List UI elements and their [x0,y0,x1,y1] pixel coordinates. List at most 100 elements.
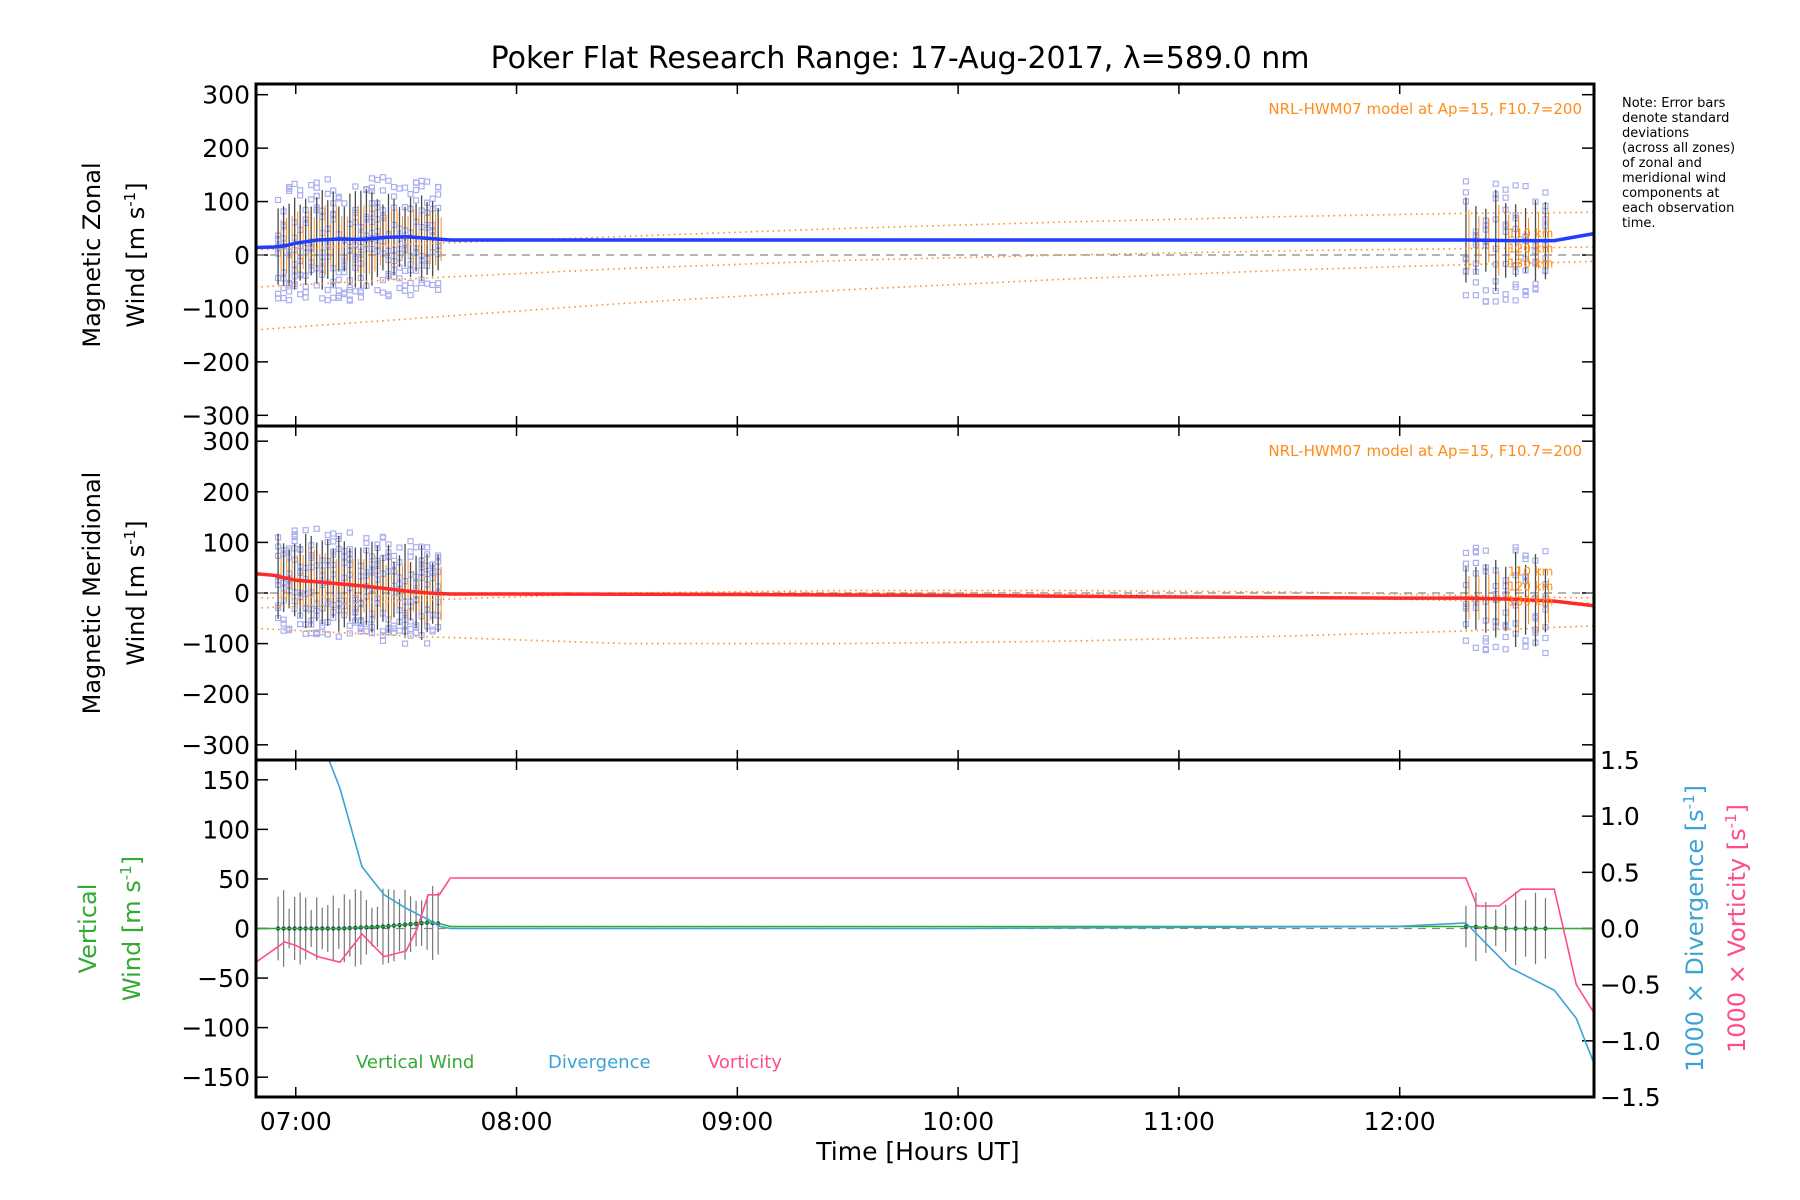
measurement-point [280,294,287,302]
measurement-point [1502,296,1509,303]
y-tick-label: 200 [202,478,250,507]
measurement-point [407,538,414,545]
measurement-point [385,292,392,300]
y-axis-unit: Wind [m s-1] [121,520,150,665]
altitude-label: 130 km [1508,257,1553,271]
measurement-point [1502,186,1509,193]
measurement-point [313,184,320,191]
model-curve-model-110 [255,246,1595,288]
altitude-label: 120 km [1508,242,1553,256]
measurement-point [319,295,326,302]
measurement-point [324,286,331,294]
note-line: meridional wind [1622,171,1727,186]
measurement-point [1512,283,1519,291]
measurement-point [1462,549,1470,557]
measurement-point [302,289,309,296]
y2-tick-label: 0.0 [1600,915,1640,944]
measurement-point [407,553,414,560]
measurement-point [379,174,387,181]
measurement-point [1522,643,1529,650]
y-axis-unit: Wind [m s-1] [121,182,150,327]
measurement-point [435,280,442,287]
x-tick-label: 09:00 [701,1107,773,1136]
measurement-point [1482,547,1489,554]
note-line: time. [1622,216,1656,231]
measurement-point [1472,544,1479,551]
y-tick-label: −100 [181,630,250,659]
measurement-point [1502,646,1509,653]
measurement-point [412,629,420,636]
panel-zonal: −300 −200 −100 0 100 200 300 Magnetic Zonal Wind… [78,81,1596,430]
measurement-point [379,289,387,296]
measurement-point [297,192,304,199]
measurement-point [396,284,403,292]
y-tick-label: 150 [202,766,250,795]
chart-title: Poker Flat Research Range: 17-Aug-2017, … [491,41,1310,76]
measurement-point [346,630,353,637]
measurement-point [286,297,293,304]
measurement-point [352,183,359,190]
measurement-point [291,180,298,187]
measurement-point [379,632,387,639]
measurement-point [374,287,381,294]
measurement-point [1512,297,1519,304]
measurement-point [1462,292,1470,299]
measurement-point [324,176,331,183]
measurement-point [418,279,425,287]
note-line: of zonal and [1622,156,1702,171]
x-tick-label: 11:00 [1143,1107,1215,1136]
y-axis-unit: Wind [m s-1] [117,856,146,1001]
measurement-point [286,627,293,634]
note-line: deviations [1622,126,1690,141]
measurement-point [280,620,287,627]
measurement-point [357,294,364,301]
y-tick-label: −100 [181,294,250,323]
measurement-point [429,195,436,202]
measurement-point [374,176,381,184]
measurement-point [291,527,298,534]
measurement-point [335,633,342,640]
measurement-point [412,186,420,194]
measurement-point [1522,637,1529,644]
measurement-point [346,622,353,629]
measurement-point [1462,178,1470,185]
x-axis-title: Time [Hours UT] [815,1137,1019,1166]
x-tick-label: 12:00 [1364,1107,1436,1136]
measurement-point [1502,194,1509,201]
measurement-point [313,525,320,532]
measurement-point [330,530,337,537]
measurement-point [412,285,420,292]
measurement-point [1472,559,1479,566]
model-label: NRL-HWM07 model at Ap=15, F10.7=200 [1268,442,1582,460]
measurement-point [407,548,414,555]
measurement-point [330,294,337,301]
legend-entry: Divergence [548,1052,651,1073]
x-tick-label: 10:00 [922,1107,994,1136]
measurement-point [1472,644,1479,651]
measurement-point [1542,548,1549,555]
measurement-point [335,294,342,301]
measurement-point [1502,633,1509,641]
series-line-vorticity [255,877,1595,1014]
zonal-wind-line [255,231,1595,250]
measurement-point [308,181,315,189]
measurement-point [1462,637,1470,644]
model-curve-model-130 [255,211,1595,251]
series-line-divergence [328,759,1595,1064]
measurement-point [1522,552,1529,559]
measurement-point [1482,645,1489,653]
measurement-point [385,291,392,298]
y-tick-label: 100 [202,815,250,844]
series-line-vertical-wind [256,921,1594,930]
measurement-point [1512,182,1519,189]
measurement-point [435,191,442,198]
measurement-point [1542,649,1549,657]
measurement-point [346,529,353,536]
y2-tick-label: 1.0 [1600,802,1640,831]
measurement-point [401,282,409,289]
measurement-point [1522,183,1529,190]
measurement-point [335,276,342,283]
model-curve-model-120 [255,589,1595,609]
model-label: NRL-HWM07 model at Ap=15, F10.7=200 [1268,100,1582,118]
measurement-point [418,183,425,190]
